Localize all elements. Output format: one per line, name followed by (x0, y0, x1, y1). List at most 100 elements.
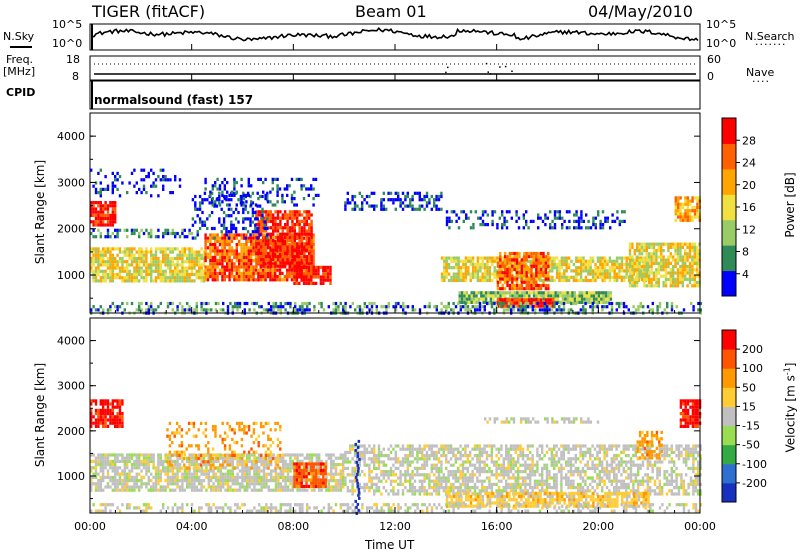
velocity-cell (97, 456, 100, 460)
power-cell (655, 274, 658, 278)
power-cell (245, 275, 248, 279)
power-cell (114, 184, 117, 188)
power-cell (242, 265, 246, 269)
velocity-cell (121, 485, 124, 489)
velocity-cell (164, 456, 167, 460)
power-cell (447, 266, 451, 270)
velocity-cell (166, 463, 170, 467)
power-cell (302, 272, 306, 276)
power-cell (267, 261, 270, 265)
power-cell (123, 269, 126, 273)
velocity-cell (202, 485, 206, 489)
power-cell (274, 305, 278, 309)
power-cell (94, 223, 98, 227)
power-cell (553, 278, 556, 283)
power-cell (99, 217, 102, 221)
power-cell (154, 256, 158, 261)
power-cell (688, 265, 692, 269)
power-cell (181, 231, 184, 236)
velocity-cell (219, 479, 222, 483)
power-cell (135, 279, 138, 283)
power-cell (159, 260, 162, 264)
power-cell (662, 281, 665, 285)
velocity-cell (116, 402, 119, 406)
power-cell (312, 249, 315, 253)
power-cell (283, 239, 286, 243)
power-cell (169, 301, 172, 306)
power-cell (274, 271, 277, 275)
power-cell (314, 265, 318, 269)
power-cell (97, 213, 100, 217)
power-cell (503, 271, 507, 275)
power-cell (235, 255, 238, 259)
velocity-cell (135, 456, 138, 460)
power-cell (183, 308, 186, 312)
power-cell (255, 213, 258, 217)
power-cell (542, 304, 545, 308)
power-cell (225, 230, 228, 234)
power-cell (279, 223, 282, 227)
power-cell (423, 305, 426, 309)
power-cell (518, 301, 521, 305)
power-cell (270, 305, 273, 309)
velocity-cell (150, 456, 153, 460)
power-cell (257, 245, 260, 249)
power-cell (527, 259, 530, 263)
power-cell (247, 177, 250, 181)
power-cell (106, 235, 110, 239)
power-cell (257, 219, 260, 223)
power-cell (278, 252, 282, 256)
power-cell (92, 201, 95, 205)
power-cell (662, 242, 665, 246)
velocity-cell (121, 488, 124, 492)
power-cell (558, 210, 561, 214)
power-cell (610, 305, 614, 309)
power-cell (657, 265, 660, 269)
power-cell (106, 204, 110, 208)
velocity-cell (231, 469, 234, 473)
power-cell (204, 255, 207, 259)
power-cell (221, 265, 224, 269)
power-cell (271, 278, 274, 282)
power-cell (307, 187, 310, 191)
power-cell (116, 305, 119, 309)
velocity-cell (150, 459, 153, 463)
power-cell (691, 258, 694, 262)
power-cell (477, 216, 480, 220)
power-cell (547, 298, 550, 302)
velocity-cell (126, 463, 129, 467)
velocity-cell (102, 415, 105, 419)
power-cell (368, 194, 371, 199)
velocity-cell (97, 453, 100, 457)
power-cell (221, 249, 224, 253)
power-cell (171, 279, 174, 283)
power-cell (513, 258, 516, 262)
power-cell (672, 274, 675, 278)
power-cell (176, 308, 179, 312)
power-cell (159, 263, 162, 267)
power-cell (305, 232, 308, 236)
power-cell (627, 308, 630, 312)
power-cell (625, 305, 628, 309)
power-cell (476, 262, 480, 267)
power-cell (94, 308, 98, 312)
power-cell (642, 256, 645, 260)
power-cell (135, 266, 138, 270)
power-cell (310, 261, 313, 265)
power-cell (606, 219, 609, 223)
power-cell (587, 219, 590, 223)
power-cell (674, 252, 677, 256)
power-cell (264, 275, 267, 279)
power-cell (164, 272, 167, 277)
velocity-cell (176, 485, 179, 489)
power-cell (214, 278, 217, 282)
power-cell (286, 275, 289, 279)
power-cell (394, 207, 397, 211)
power-cell (166, 301, 170, 306)
power-cell (233, 181, 236, 185)
power-cell (681, 271, 684, 275)
velocity-cell (198, 482, 201, 486)
power-cell (597, 213, 600, 217)
power-cell (549, 291, 553, 295)
power-cell (361, 207, 364, 211)
